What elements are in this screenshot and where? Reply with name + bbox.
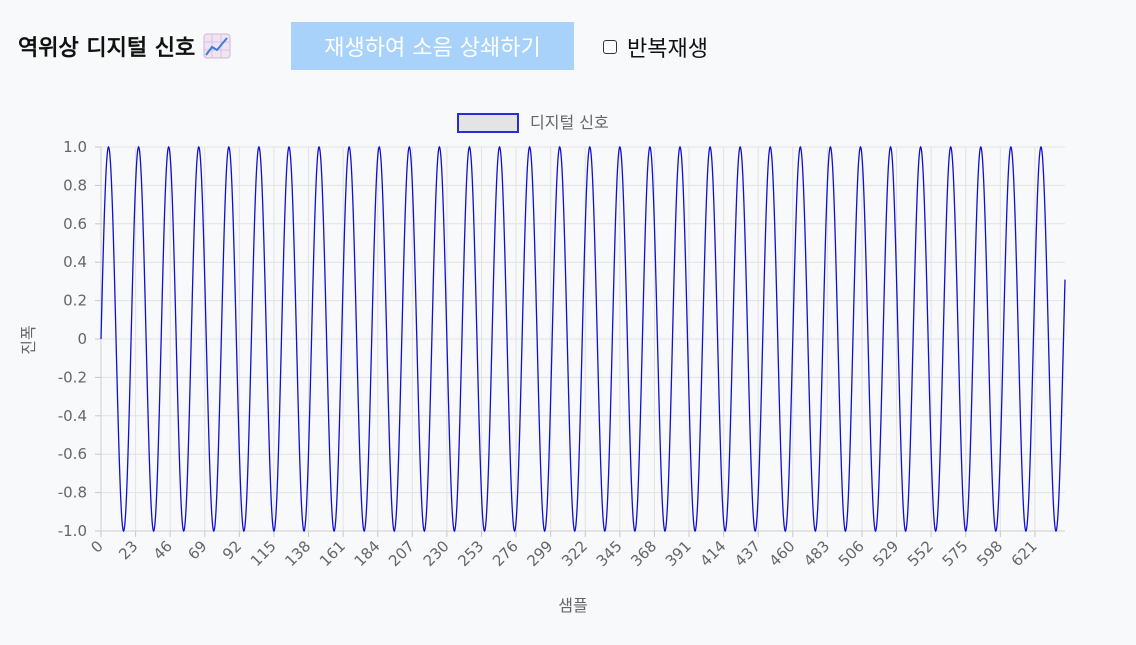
- x-tick-label: 276: [489, 537, 522, 570]
- x-tick-label: 575: [939, 537, 972, 570]
- play-cancel-noise-button[interactable]: 재생하여 소음 상쇄하기: [291, 22, 574, 70]
- x-tick-label: 621: [1008, 537, 1041, 570]
- x-tick-label: 460: [766, 537, 799, 570]
- x-tick-label: 23: [115, 537, 141, 563]
- x-tick-label: 253: [454, 537, 487, 570]
- page-title: 역위상 디지털 신호: [18, 30, 231, 62]
- x-tick-label: 368: [627, 537, 660, 570]
- x-tick-label: 483: [800, 537, 833, 570]
- x-tick-label: 299: [524, 537, 557, 570]
- y-tick-label: -0.4: [58, 407, 87, 425]
- x-tick-label: 391: [662, 537, 695, 570]
- x-axis-title: 샘플: [558, 596, 587, 615]
- y-tick-label: -1.0: [58, 522, 87, 540]
- loop-label: 반복재생: [627, 37, 708, 62]
- y-tick-label: -0.6: [58, 445, 87, 463]
- legend-label: 디지털 신호: [530, 113, 609, 132]
- y-tick-label: 1.0: [63, 138, 87, 156]
- chart-increasing-icon: [203, 33, 231, 59]
- y-tick-label: -0.2: [58, 368, 87, 386]
- y-tick-label: 0.6: [63, 215, 87, 233]
- x-tick-label: 115: [247, 537, 280, 570]
- x-tick-label: 207: [385, 537, 418, 570]
- loop-checkbox[interactable]: [603, 40, 617, 54]
- loop-toggle[interactable]: 반복재생: [603, 31, 708, 63]
- x-tick-label: 92: [219, 537, 245, 563]
- x-tick-label: 598: [973, 537, 1006, 570]
- x-tick-label: 184: [351, 537, 384, 570]
- series-line-디지털 신호: [100, 145, 1066, 533]
- x-tick-label: 46: [150, 537, 176, 563]
- x-tick-label: 322: [558, 537, 591, 570]
- title-text: 역위상 디지털 신호: [18, 36, 196, 61]
- y-tick-label: 0.8: [63, 176, 87, 194]
- y-tick-label: -0.8: [58, 484, 87, 502]
- signal-chart: 1.00.80.60.40.20-0.2-0.4-0.6-0.8-1.00 23 4…: [19, 113, 1066, 615]
- x-tick-label: 138: [281, 537, 314, 570]
- x-tick-label: 345: [593, 537, 626, 570]
- y-axis-title: 진폭: [19, 325, 38, 354]
- x-tick-label: 506: [835, 537, 868, 570]
- x-tick-label: 437: [731, 537, 764, 570]
- y-tick-label: 0.4: [63, 253, 87, 271]
- x-tick-label: 414: [696, 537, 729, 570]
- legend-swatch: [457, 113, 519, 133]
- x-tick-label: 69: [184, 537, 210, 563]
- y-tick-label: 0: [77, 330, 87, 348]
- x-tick-label: 161: [316, 537, 349, 570]
- x-tick-label: 230: [420, 537, 453, 570]
- y-tick-label: 0.2: [63, 292, 87, 310]
- x-tick-label: 0: [87, 537, 106, 556]
- header: 역위상 디지털 신호 재생하여 소음 상쇄하기 반복재생: [0, 0, 1136, 92]
- x-tick-label: 552: [904, 537, 937, 570]
- x-tick-label: 529: [869, 537, 902, 570]
